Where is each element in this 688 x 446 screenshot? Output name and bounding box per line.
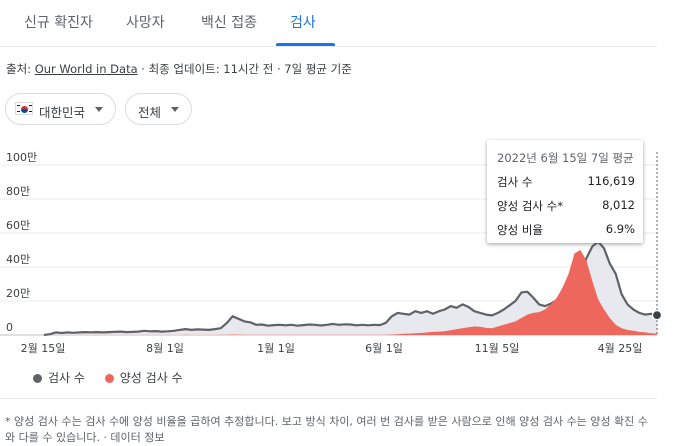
country-dropdown[interactable]: 대한민국: [5, 93, 116, 125]
legend-label: 검사 수: [48, 371, 85, 385]
legend-dot: [104, 374, 114, 383]
x-tick-label: 6월 1일: [365, 341, 403, 355]
divider: [0, 398, 657, 399]
y-tick-label: 20만: [6, 287, 30, 300]
y-tick-label: 100만: [6, 151, 37, 164]
active-tab-indicator: [276, 43, 335, 46]
y-tick-label: 80만: [6, 185, 30, 198]
footnote: * 양성 검사 수는 검사 수에 양성 비율을 곱하여 추정합니다. 보고 방식…: [5, 415, 648, 444]
range-dropdown-label: 전체: [138, 105, 162, 120]
chart-tooltip: 2022년 6월 15일 7일 평균 검사 수 116,619 양성 검사 수*…: [487, 140, 643, 243]
tests-area: [44, 241, 657, 335]
tooltip-label: 양성 검사 수*: [497, 199, 563, 213]
y-axis-ticks: 0 20만 40만 60만 80만 100만: [6, 151, 37, 334]
y-tick-label: 0: [6, 321, 13, 334]
x-tick-label: 4월 25일: [598, 341, 643, 355]
tab-vaccinations[interactable]: 백신 접종: [201, 15, 257, 31]
x-axis-ticks: 2월 15일 8월 1일 1월 1일 6월 1일 11월 5일 4월 25일: [21, 341, 643, 355]
tab-deaths[interactable]: 사망자: [126, 15, 165, 31]
chart-series: [43, 240, 658, 337]
source-suffix: · 최종 업데이트: 11시간 전 · 7일 평균 기준: [137, 62, 352, 76]
metric-tabs: 신규 확진자 사망자 백신 접종 검사: [0, 0, 657, 47]
source-line: 출처: Our World in Data · 최종 업데이트: 11시간 전 …: [6, 61, 352, 77]
tooltip-value: 6.9%: [605, 222, 635, 236]
south-korea-flag-icon: [15, 102, 33, 115]
source-prefix: 출처:: [6, 62, 32, 76]
tooltip-value: 116,619: [587, 174, 635, 188]
source-link[interactable]: Our World in Data: [34, 62, 138, 76]
country-dropdown-label: 대한민국: [39, 105, 86, 120]
tooltip-label: 검사 수: [497, 175, 533, 189]
positive-tests-area: [44, 250, 657, 335]
legend-item-positive-tests[interactable]: 양성 검사 수: [104, 369, 183, 386]
chart-legend: 검사 수 양성 검사 수: [33, 369, 199, 386]
range-dropdown[interactable]: 전체: [125, 93, 192, 125]
tooltip-value: 8,012: [602, 198, 635, 212]
chevron-down-icon: [171, 107, 179, 112]
tab-testing[interactable]: 검사: [290, 15, 316, 31]
hover-point: [651, 310, 663, 321]
y-tick-label: 60만: [6, 219, 30, 232]
x-tick-label: 1월 1일: [257, 341, 295, 355]
x-tick-label: 2월 15일: [21, 341, 66, 355]
legend-dot: [33, 374, 42, 383]
legend-item-tests[interactable]: 검사 수: [33, 369, 85, 386]
x-tick-label: 11월 5일: [475, 341, 520, 355]
y-tick-label: 40만: [6, 253, 30, 266]
x-tick-label: 8월 1일: [146, 341, 184, 355]
legend-label: 양성 검사 수: [119, 371, 183, 385]
testing-chart[interactable]: 0 20만 40만 60만 80만 100만 2월 15일 8월 1일 1월 1일 6월 1일 1…: [0, 150, 688, 362]
chevron-down-icon: [95, 107, 103, 112]
tab-new-cases[interactable]: 신규 확진자: [24, 15, 93, 31]
tooltip-title: 2022년 6월 15일 7일 평균: [497, 151, 634, 165]
tooltip-label: 양성 비율: [497, 223, 543, 237]
